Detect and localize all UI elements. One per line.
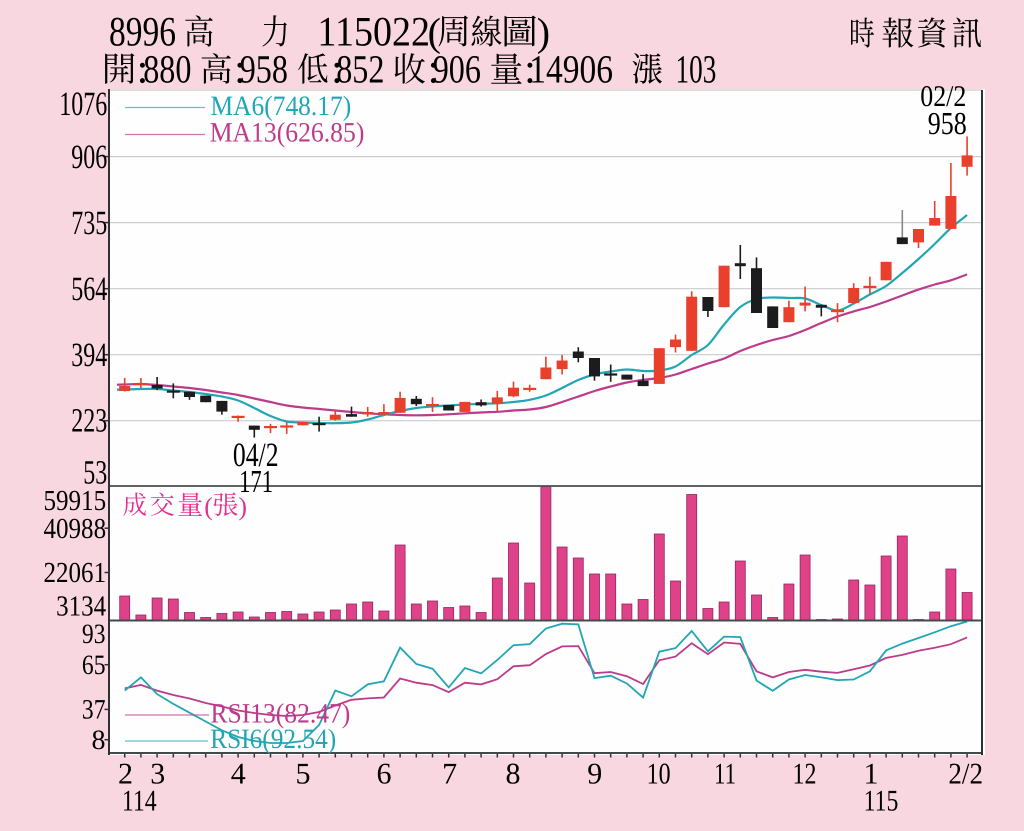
svg-text:7: 7 bbox=[442, 757, 457, 790]
svg-text::: : bbox=[137, 47, 149, 93]
svg-text:10: 10 bbox=[647, 757, 671, 790]
svg-text:RSI6(92.54): RSI6(92.54) bbox=[210, 724, 336, 755]
svg-text:880: 880 bbox=[143, 47, 191, 92]
svg-text:735: 735 bbox=[71, 205, 107, 242]
svg-text:2/2: 2/2 bbox=[948, 757, 983, 790]
svg-text:MA13(626.85): MA13(626.85) bbox=[210, 118, 365, 149]
svg-text:RSI13(82.47): RSI13(82.47) bbox=[211, 699, 351, 730]
svg-text:8: 8 bbox=[92, 725, 106, 756]
svg-text:22061: 22061 bbox=[44, 557, 107, 589]
svg-text:3: 3 bbox=[150, 757, 165, 790]
svg-text:MA6(748.17): MA6(748.17) bbox=[211, 91, 352, 122]
svg-text:394: 394 bbox=[71, 337, 107, 374]
svg-text:114: 114 bbox=[122, 785, 157, 818]
svg-text:37: 37 bbox=[82, 695, 106, 726]
svg-text:53: 53 bbox=[83, 455, 107, 492]
svg-text:958: 958 bbox=[240, 47, 288, 92]
svg-text:40988: 40988 bbox=[44, 513, 107, 545]
svg-text::: : bbox=[331, 47, 343, 93]
svg-text:65: 65 bbox=[82, 650, 106, 681]
svg-text:906: 906 bbox=[71, 139, 107, 176]
svg-text:223: 223 bbox=[71, 403, 107, 440]
svg-text:6: 6 bbox=[377, 757, 392, 790]
svg-text:14906: 14906 bbox=[529, 47, 613, 92]
svg-text:103: 103 bbox=[676, 47, 717, 92]
svg-text:171: 171 bbox=[239, 463, 273, 499]
svg-text:564: 564 bbox=[71, 271, 107, 308]
svg-text:906: 906 bbox=[433, 47, 481, 92]
svg-text::: : bbox=[428, 47, 440, 93]
svg-text:5: 5 bbox=[296, 757, 311, 790]
svg-text:): ) bbox=[238, 492, 247, 521]
svg-text:9: 9 bbox=[587, 757, 602, 790]
svg-text:12: 12 bbox=[793, 757, 817, 790]
svg-text:59915: 59915 bbox=[44, 485, 107, 517]
svg-text:852: 852 bbox=[336, 47, 384, 92]
svg-text:(: ( bbox=[428, 10, 441, 55]
svg-text:8996: 8996 bbox=[109, 10, 176, 56]
svg-text:02/2: 02/2 bbox=[920, 80, 966, 113]
svg-text:1076: 1076 bbox=[59, 86, 107, 123]
svg-text:3134: 3134 bbox=[56, 590, 106, 622]
svg-text:): ) bbox=[537, 10, 550, 55]
svg-text::: : bbox=[234, 47, 246, 93]
svg-text:93: 93 bbox=[82, 619, 106, 650]
svg-text:11: 11 bbox=[714, 757, 736, 790]
svg-text:2: 2 bbox=[118, 757, 133, 790]
svg-text:4: 4 bbox=[231, 757, 246, 790]
svg-text::: : bbox=[524, 47, 536, 93]
svg-text:115022: 115022 bbox=[317, 10, 430, 56]
svg-text:1: 1 bbox=[864, 757, 879, 790]
svg-text:04/2: 04/2 bbox=[233, 437, 279, 474]
svg-text:(: ( bbox=[204, 492, 213, 521]
svg-text:8: 8 bbox=[506, 757, 521, 790]
svg-text:958: 958 bbox=[928, 105, 967, 141]
svg-text:115: 115 bbox=[864, 785, 899, 818]
